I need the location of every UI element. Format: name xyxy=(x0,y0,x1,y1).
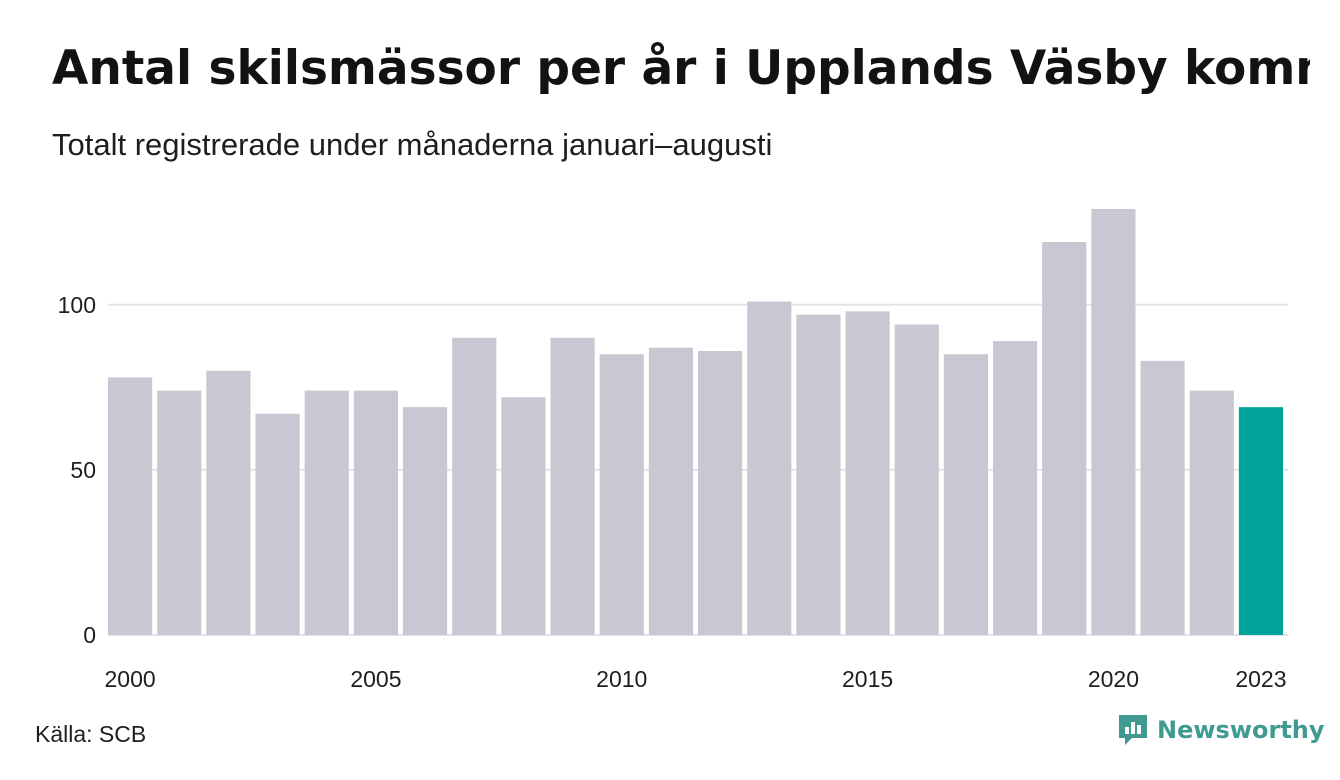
y-tick-label: 50 xyxy=(70,457,96,483)
chart-title: Antal skilsmässor per år i Upplands Väsb… xyxy=(52,41,1310,96)
bar-2002 xyxy=(206,370,251,635)
brand-name: Newsworthy xyxy=(1157,716,1325,744)
bar-2001 xyxy=(157,390,202,635)
bar-2007 xyxy=(452,337,497,635)
bar-2021 xyxy=(1140,360,1185,635)
chart-subtitle: Totalt registrerade under månaderna janu… xyxy=(52,127,773,162)
bar-2020 xyxy=(1091,209,1136,635)
x-tick-label: 2020 xyxy=(1088,666,1139,692)
source-note: Källa: SCB xyxy=(35,721,147,747)
bar-2012 xyxy=(698,351,743,635)
y-tick-label: 0 xyxy=(83,622,96,648)
bar-2019 xyxy=(1042,242,1087,635)
y-tick-label: 100 xyxy=(58,292,96,318)
bar-chart-speech-bubble-icon xyxy=(1119,715,1147,745)
x-tick-label: 2005 xyxy=(350,666,401,692)
bar-2008 xyxy=(501,397,546,635)
brand-logo: Newsworthy xyxy=(1117,713,1325,747)
x-tick-label: 2015 xyxy=(842,666,893,692)
bar-2022 xyxy=(1189,390,1234,635)
x-tick-label: 2000 xyxy=(104,666,155,692)
bar-2005 xyxy=(353,390,398,635)
bar-2018 xyxy=(993,341,1038,635)
bar-2015 xyxy=(845,311,890,635)
bar-2003 xyxy=(255,413,300,635)
bar-2023 xyxy=(1238,407,1283,635)
bar-2014 xyxy=(796,314,841,635)
bar-2009 xyxy=(550,337,595,635)
bar-2011 xyxy=(648,347,693,635)
bar-2006 xyxy=(403,407,448,635)
bar-2010 xyxy=(599,354,644,635)
x-tick-label: 2023 xyxy=(1235,666,1286,692)
bar-2016 xyxy=(894,324,939,635)
bar-2013 xyxy=(747,301,792,635)
bar-2000 xyxy=(108,377,153,635)
x-tick-label: 2010 xyxy=(596,666,647,692)
bar-2017 xyxy=(943,354,988,635)
bar-2004 xyxy=(304,390,349,635)
